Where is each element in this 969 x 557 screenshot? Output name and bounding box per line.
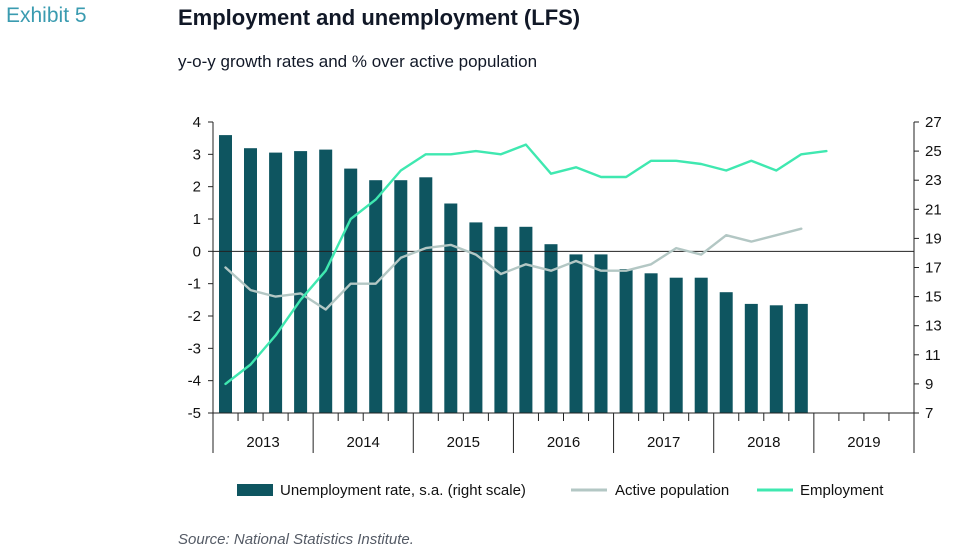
unemployment-bar [594,254,608,413]
unemployment-bar [294,151,308,413]
year-label: 2015 [447,434,480,451]
unemployment-bar [669,277,683,413]
right-tick-label: 27 [925,114,942,131]
left-tick-label: -3 [188,340,201,357]
employment-line [224,143,828,386]
left-tick-label: -5 [188,405,201,422]
active-population-line [224,227,803,311]
year-label: 2014 [347,434,380,451]
right-tick-label: 11 [925,347,941,364]
unemployment-bar [519,226,533,413]
right-tick-label: 19 [925,230,942,247]
chart-title: Employment and unemployment (LFS) [178,5,581,30]
unemployment-bar [369,180,383,413]
left-tick-label: 0 [193,243,201,260]
unemployment-bar [694,277,708,413]
unemployment-bar [419,177,433,413]
right-tick-label: 25 [925,143,942,160]
unemployment-bar [494,226,508,413]
legend-swatch-unemployment [237,484,273,496]
year-label: 2013 [246,434,279,451]
left-tick-label: -1 [188,276,201,293]
year-label: 2017 [647,434,680,451]
unemployment-bar [444,203,458,413]
right-tick-label: 13 [925,318,942,335]
year-label: 2018 [747,434,780,451]
left-tick-label: 4 [193,114,201,131]
legend-label-active: Active population [615,482,729,499]
chart-subtitle: y-o-y growth rates and % over active pop… [178,52,538,71]
right-tick-label: 9 [925,376,933,393]
exhibit-label: Exhibit 5 [6,4,87,27]
source-note: Source: National Statistics Institute. [178,531,414,548]
legend-label-unemployment: Unemployment rate, s.a. (right scale) [280,482,526,499]
left-tick-label: 3 [193,146,201,163]
unemployment-bar [644,273,658,413]
unemployment-bar [344,168,358,413]
unemployment-bar [269,152,283,413]
unemployment-bar [394,180,408,413]
left-tick-label: -4 [188,373,201,390]
unemployment-bar [469,222,483,413]
legend-label-employment: Employment [800,482,884,499]
unemployment-bar [569,254,583,413]
right-tick-label: 7 [925,405,933,422]
year-label: 2019 [847,434,880,451]
right-tick-label: 15 [925,289,942,306]
left-tick-label: 1 [193,211,201,228]
unemployment-bar [719,292,733,413]
right-tick-label: 21 [925,201,942,218]
unemployment-bar [319,149,333,413]
left-tick-label: -2 [188,308,201,325]
unemployment-bar [769,305,783,413]
unemployment-bar [619,269,633,413]
year-label: 2016 [547,434,580,451]
left-tick-label: 2 [193,179,201,196]
right-tick-label: 17 [925,260,942,277]
unemployment-bar [219,135,232,413]
unemployment-bar [544,244,558,413]
unemployment-bar [794,303,808,413]
unemployment-bar [744,303,758,413]
right-tick-label: 23 [925,172,942,189]
unemployment-bar [244,148,257,413]
